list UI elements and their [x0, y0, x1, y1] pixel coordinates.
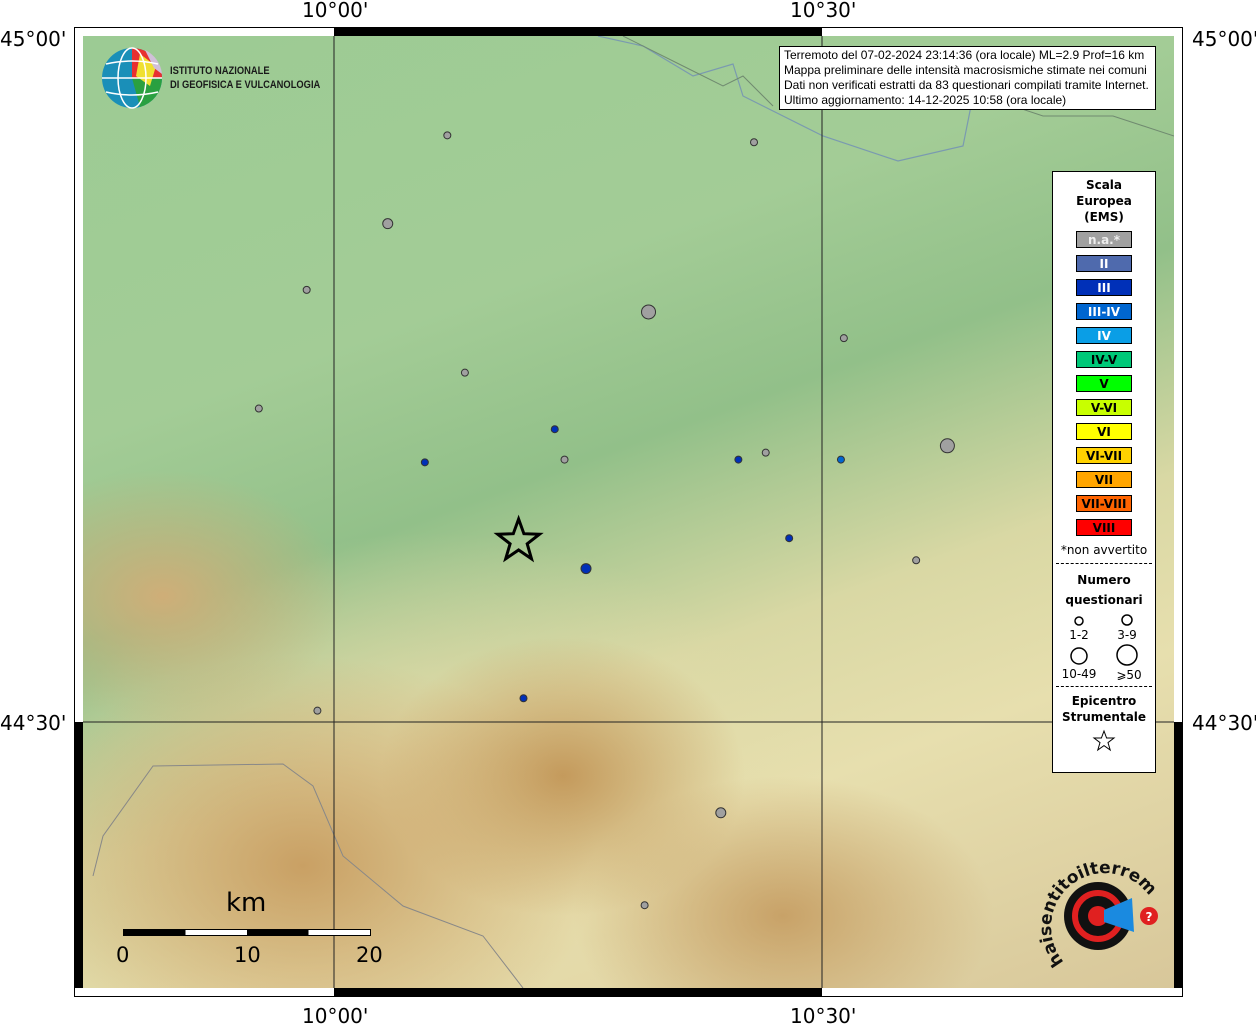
legend-swatch: VIII	[1076, 519, 1132, 536]
frame-tick-bar	[74, 722, 83, 988]
intensity-point[interactable]	[460, 368, 469, 377]
legend: Scala Europea (EMS) n.a.* II III III-IV IV IV…	[1052, 171, 1156, 773]
count-title: Numero	[1077, 573, 1131, 587]
legend-swatch: VI-VII	[1076, 447, 1132, 464]
epicenter-title: Strumentale	[1061, 710, 1147, 724]
lon-label-bottom-2: 10°30'	[790, 1004, 857, 1028]
svg-text:?: ?	[1146, 910, 1153, 924]
info-line: Ultimo aggiornamento: 14-12-2025 10:58 (…	[784, 93, 1067, 107]
intensity-point[interactable]	[302, 285, 311, 294]
legend-swatch: VI	[1076, 423, 1132, 440]
legend-swatch: III-IV	[1076, 303, 1132, 320]
intensity-point[interactable]	[750, 138, 759, 147]
intensity-point[interactable]	[519, 694, 528, 703]
count-title: questionari	[1065, 593, 1143, 607]
globe-icon	[102, 47, 163, 109]
star-icon	[1092, 729, 1116, 752]
lat-label-right-2: 44°30'	[1192, 711, 1256, 735]
intensity-point[interactable]	[761, 448, 770, 457]
ingv-logo-text: ISTITUTO NAZIONALE DI GEOFISICA E VULCANO…	[170, 65, 321, 91]
scale-tick: 20	[356, 943, 383, 967]
count-label: 1-2	[1069, 628, 1089, 642]
scale-bar: km 0 10 20	[116, 885, 383, 975]
legend-swatch: VII	[1076, 471, 1132, 488]
count-sizes: 1-2 3-9 10-49 ⩾50	[1062, 614, 1142, 682]
ingv-logo	[100, 46, 320, 110]
frame-tick-bar	[334, 27, 822, 36]
map-canvas[interactable]	[83, 36, 1174, 988]
scale-tick: 0	[116, 943, 130, 967]
intensity-point[interactable]	[912, 556, 921, 565]
intensity-point[interactable]	[785, 534, 794, 543]
intensity-point[interactable]	[382, 218, 394, 230]
intensity-point[interactable]	[254, 404, 263, 413]
legend-title: Europea	[1076, 194, 1132, 208]
legend-title: Scala	[1085, 178, 1123, 192]
info-line: Mappa preliminare delle intensità macros…	[784, 63, 1147, 77]
intensity-point[interactable]	[939, 438, 955, 454]
intensity-point[interactable]	[560, 455, 569, 464]
count-label: 10-49	[1062, 667, 1097, 680]
frame-tick-bar	[334, 988, 822, 997]
lon-label-top-1: 10°00'	[302, 0, 369, 22]
legend-swatch: V-VI	[1076, 399, 1132, 416]
legend-swatch: III	[1076, 279, 1132, 296]
lon-label-bottom-1: 10°00'	[302, 1004, 369, 1028]
haisentito-logo[interactable]: haisentitoilterremoto.it ?	[1034, 852, 1170, 978]
legend-swatch: VII-VIII	[1076, 495, 1132, 512]
intensity-point[interactable]	[550, 425, 559, 434]
lon-label-top-2: 10°30'	[790, 0, 857, 22]
legend-swatch: n.a.*	[1076, 231, 1132, 248]
size-10-49-icon	[1070, 647, 1088, 665]
frame-tick-bar	[1174, 722, 1183, 988]
scale-tick: 10	[234, 943, 261, 967]
intensity-point[interactable]	[420, 458, 429, 467]
intensity-point[interactable]	[640, 901, 649, 910]
intensity-point[interactable]	[839, 334, 848, 343]
divider	[1056, 563, 1152, 564]
intensity-point[interactable]	[443, 131, 452, 140]
legend-title: (EMS)	[1084, 210, 1124, 224]
lat-label-right-1: 45°00'	[1192, 27, 1256, 51]
intensity-point[interactable]	[734, 455, 743, 464]
info-line: Terremoto del 07-02-2024 23:14:36 (ora l…	[784, 48, 1145, 62]
size-3-9-icon	[1121, 614, 1133, 626]
scale-bar-segments	[123, 929, 371, 936]
legend-swatch: IV-V	[1076, 351, 1132, 368]
count-label: ⩾50	[1116, 668, 1141, 680]
count-label: 3-9	[1117, 628, 1137, 642]
lat-label-left-1: 45°00'	[0, 27, 67, 51]
lat-label-left-2: 44°30'	[0, 711, 67, 735]
intensity-point[interactable]	[580, 563, 592, 575]
event-info-box: Terremoto del 07-02-2024 23:14:36 (ora l…	[779, 46, 1156, 110]
intensity-point[interactable]	[313, 706, 322, 715]
epicenter-title: Epicentro	[1071, 694, 1137, 708]
info-line: Dati non verificati estratti da 83 quest…	[784, 78, 1149, 92]
legend-note: *non avvertito	[1060, 543, 1148, 557]
size-1-2-icon	[1074, 616, 1084, 626]
epicenter-star-icon[interactable]	[493, 514, 544, 563]
legend-swatch: IV	[1076, 327, 1132, 344]
intensity-point[interactable]	[641, 304, 657, 320]
river	[597, 36, 984, 162]
border-line	[92, 763, 524, 988]
legend-swatch: V	[1076, 375, 1132, 392]
scale-unit: km	[226, 888, 267, 918]
legend-swatch: II	[1076, 255, 1132, 272]
size-50-icon	[1116, 644, 1138, 666]
intensity-point[interactable]	[715, 807, 727, 819]
divider	[1056, 686, 1152, 687]
intensity-point[interactable]	[836, 455, 845, 464]
